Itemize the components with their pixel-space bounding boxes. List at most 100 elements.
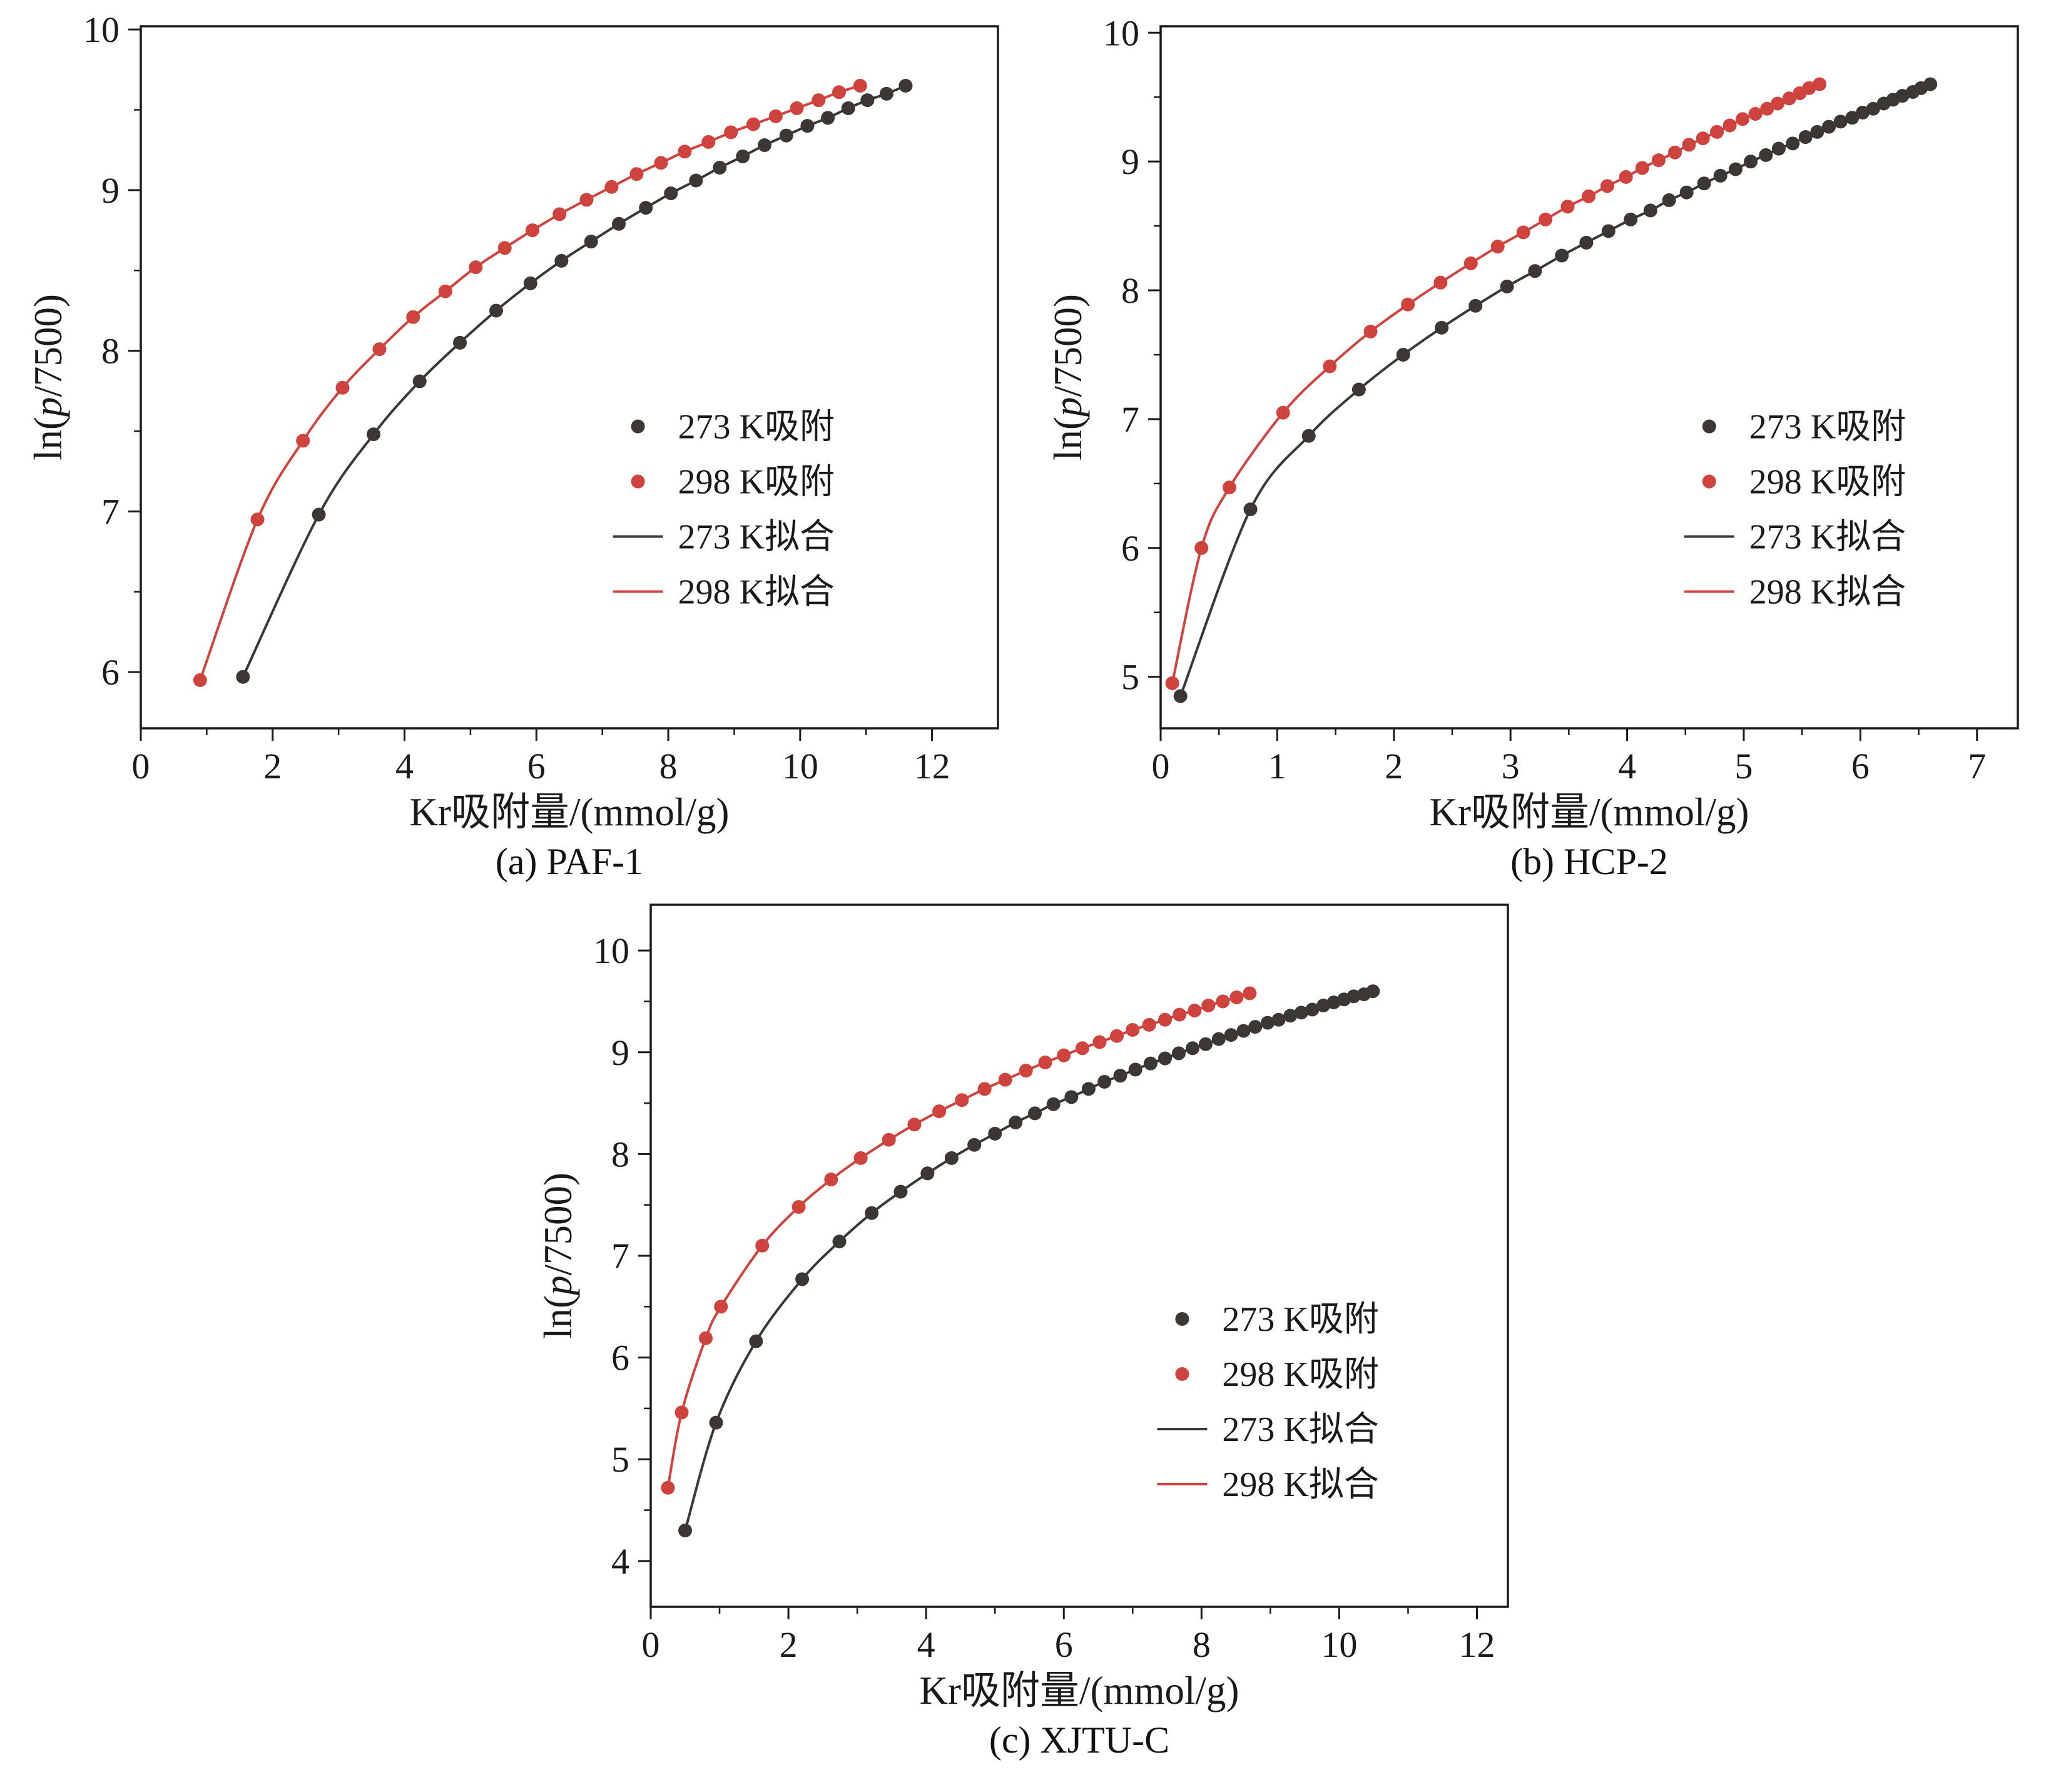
data-point	[1236, 1024, 1251, 1038]
data-point	[1555, 248, 1569, 263]
data-point	[768, 109, 783, 123]
data-point	[1323, 359, 1337, 374]
chart-b-figure: 0 1 2 3 4 5 6 7 5 6 7 8 9 10 Kr吸附量/(mmol/g) ln(p/7500) 2…	[1045, 9, 2046, 883]
legend: 273 K吸附 298 K吸附 273 K拟合 298 K拟合	[1157, 1300, 1379, 1504]
data-point	[1173, 1007, 1187, 1022]
y-tick-label: 9	[101, 170, 120, 211]
legend-label: 298 K吸附	[1222, 1355, 1378, 1394]
data-point	[755, 1238, 770, 1253]
legend-label: 273 K拟合	[678, 518, 835, 557]
data-point	[1696, 131, 1710, 146]
data-point	[1697, 176, 1711, 191]
data-point	[800, 119, 815, 133]
data-point	[367, 427, 381, 442]
legend: 273 K吸附 298 K吸附 273 K拟合 298 K拟合	[1684, 408, 1906, 612]
data-point	[977, 1082, 992, 1096]
y-tick-label: 10	[593, 930, 629, 971]
y-tick-label: 10	[1103, 13, 1139, 53]
data-point	[1229, 990, 1244, 1004]
data-point	[1143, 1056, 1158, 1071]
data-point	[853, 78, 867, 93]
data-point	[1560, 200, 1575, 214]
data-point	[612, 216, 626, 231]
data-point	[1097, 1074, 1112, 1089]
data-point	[469, 260, 483, 275]
data-point	[1662, 193, 1676, 207]
data-point	[713, 160, 727, 175]
x-tick-label: 10	[1321, 1624, 1357, 1665]
data-point	[1722, 118, 1737, 133]
data-point	[1759, 148, 1773, 162]
data-point	[1579, 235, 1594, 250]
data-point	[1165, 676, 1179, 690]
scatter-series-273K	[1173, 77, 1938, 703]
fit-line-298K	[666, 992, 1250, 1489]
data-point	[853, 1151, 868, 1165]
data-point	[1301, 429, 1316, 443]
y-tick-label: 7	[611, 1236, 629, 1276]
data-point	[1782, 91, 1796, 106]
y-tick-label: 6	[101, 652, 120, 693]
x-tick-label: 2	[263, 746, 282, 787]
x-tick-label: 2	[1385, 746, 1403, 787]
y-axis-ticks: 5 6 7 8 9 10	[1103, 13, 1161, 698]
data-point	[1316, 998, 1331, 1012]
scatter-series-273K	[236, 78, 913, 684]
data-point	[749, 1334, 763, 1348]
data-point	[1173, 689, 1188, 703]
data-point	[1433, 275, 1448, 290]
data-point	[1435, 320, 1449, 335]
data-point	[1222, 481, 1236, 495]
data-point	[1744, 155, 1758, 169]
data-point	[1046, 1097, 1061, 1111]
data-point	[1172, 1046, 1186, 1061]
data-point	[791, 1199, 806, 1214]
data-point	[920, 1166, 935, 1181]
data-point	[1305, 1002, 1320, 1017]
y-axis-label: ln(p/7500)	[536, 1173, 580, 1339]
x-tick-label: 6	[1055, 1624, 1073, 1665]
data-point	[678, 1524, 693, 1538]
y-tick-label: 8	[611, 1134, 629, 1174]
y-axis-ticks: 6 7 8 9 10	[83, 9, 141, 693]
data-point	[554, 253, 569, 268]
y-tick-label: 7	[1121, 399, 1139, 440]
data-point	[709, 1415, 723, 1430]
data-point	[824, 1173, 838, 1187]
y-axis-label: ln(p/7500)	[1046, 294, 1090, 461]
x-tick-label: 4	[917, 1624, 935, 1665]
data-point	[372, 342, 387, 357]
x-axis-label: Kr吸附量/(mmol/g)	[920, 1669, 1239, 1713]
y-tick-label: 9	[1121, 141, 1139, 182]
data-point	[1600, 179, 1614, 193]
data-point	[1601, 224, 1616, 238]
data-point	[1142, 1017, 1156, 1032]
data-point	[1363, 324, 1378, 339]
legend: 273 K吸附 298 K吸附 273 K拟合 298 K拟合	[613, 408, 835, 612]
data-point	[674, 1405, 689, 1420]
chart-a-figure: 0 2 4 6 8 10 12 6 7 8 9 10 Kr吸附量/(mmol/g) ln(p/7500) 2…	[25, 9, 1026, 883]
data-point	[1760, 101, 1774, 116]
x-tick-label: 3	[1502, 746, 1520, 787]
data-point	[664, 186, 678, 201]
data-point	[1833, 115, 1848, 129]
data-point	[1468, 298, 1483, 313]
scatter-series-298K	[1165, 77, 1827, 690]
legend-dot-marker-273K	[631, 419, 645, 434]
legend-dot-marker-298K	[631, 474, 645, 489]
legend-label: 298 K吸附	[1749, 463, 1906, 502]
data-point	[1092, 1035, 1107, 1049]
data-point	[898, 78, 913, 93]
data-point	[1810, 125, 1824, 139]
data-point	[998, 1072, 1012, 1087]
x-tick-label: 5	[1734, 746, 1753, 787]
legend-label: 273 K拟合	[1222, 1410, 1378, 1449]
data-point	[1786, 136, 1800, 151]
data-point	[1728, 162, 1743, 176]
data-point	[1158, 1012, 1172, 1027]
data-point	[1401, 297, 1415, 312]
y-axis-ticks: 4 5 6 7 8 9 10	[593, 930, 651, 1582]
data-point	[1326, 995, 1341, 1010]
data-point	[882, 1133, 896, 1147]
